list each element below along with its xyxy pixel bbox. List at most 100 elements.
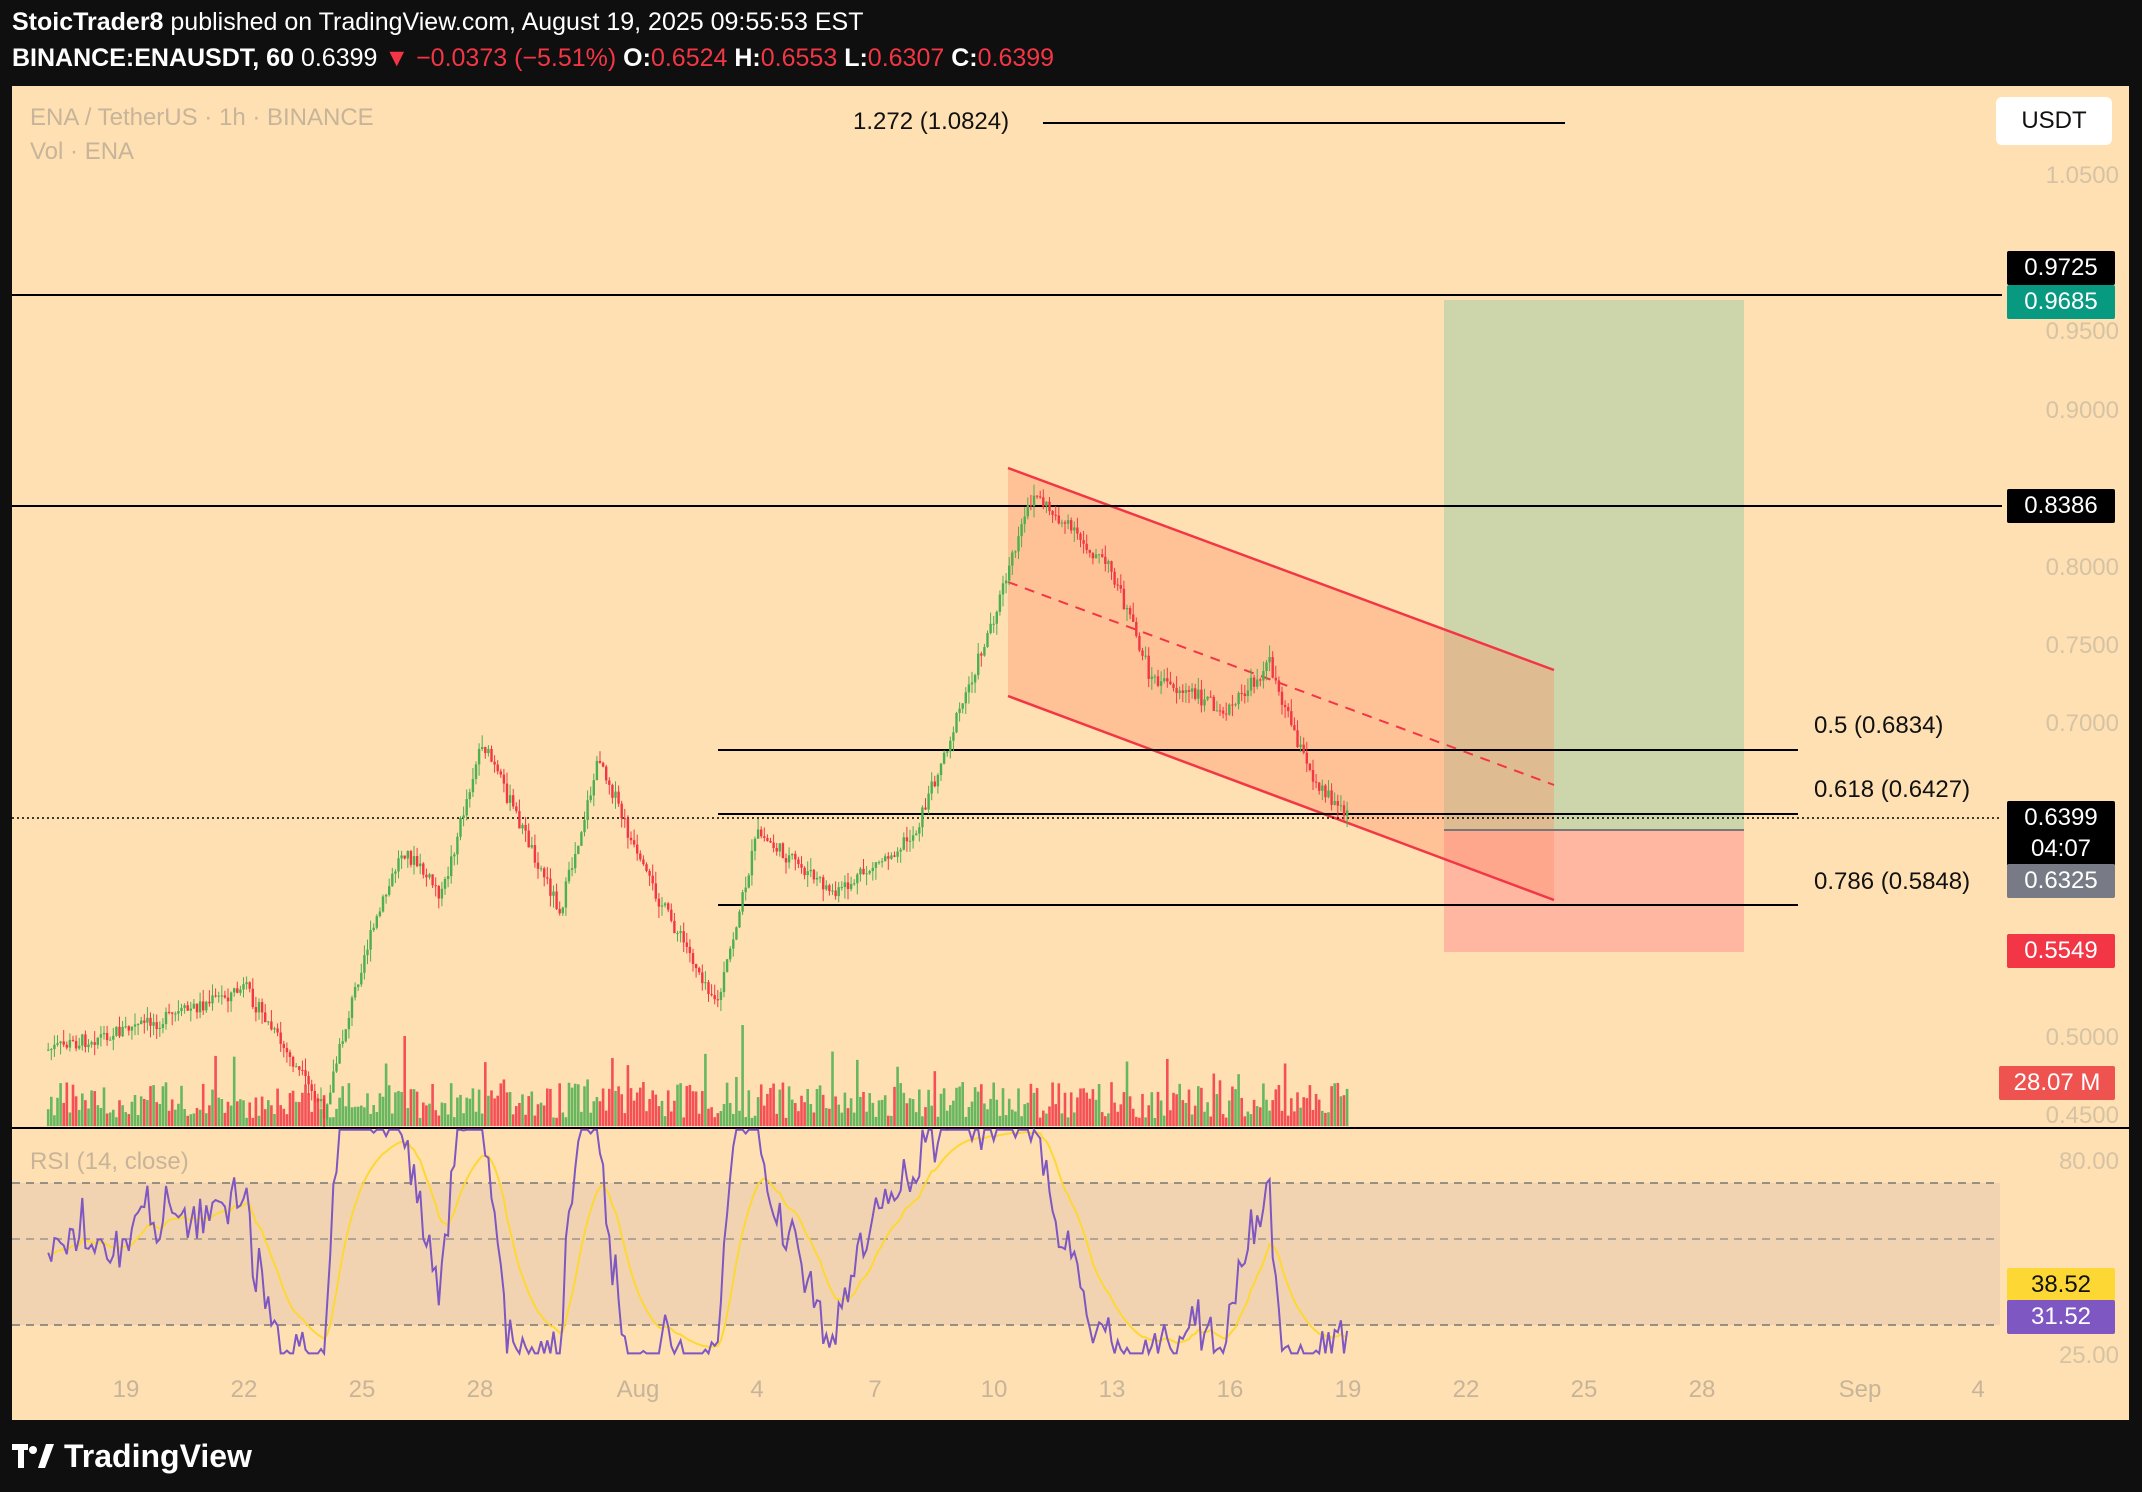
volume-bar xyxy=(530,1091,534,1126)
candle-body xyxy=(1218,710,1222,712)
candle-body xyxy=(360,972,363,985)
price-axis-label: 1.0500 xyxy=(2045,162,2119,189)
volume-bar xyxy=(1082,1088,1085,1126)
candle-body xyxy=(152,1022,155,1026)
candle-body xyxy=(595,760,599,781)
author-name[interactable]: StoicTrader8 xyxy=(12,8,164,36)
candle-body xyxy=(1221,710,1225,714)
volume-bar xyxy=(924,1107,927,1126)
volume-bar xyxy=(611,1058,614,1126)
volume-bar xyxy=(1243,1116,1247,1126)
volume-bar xyxy=(192,1113,196,1126)
chart-canvas[interactable] xyxy=(12,86,2129,1420)
volume-bar xyxy=(214,1055,217,1126)
volume-bar xyxy=(1147,1105,1150,1126)
volume-bar xyxy=(183,1108,186,1126)
candle-body xyxy=(112,1035,115,1040)
candle-body xyxy=(1339,805,1343,807)
volume-bar xyxy=(446,1114,450,1126)
candle-body xyxy=(608,780,611,785)
candle-body xyxy=(570,868,574,870)
volume-bar xyxy=(670,1111,673,1126)
volume-bar xyxy=(515,1106,518,1126)
volume-bar xyxy=(356,1106,360,1126)
candle-body xyxy=(986,633,989,648)
candle-body xyxy=(381,896,385,912)
volume-bar xyxy=(511,1114,515,1126)
volume-bar xyxy=(449,1083,453,1126)
tradingview-logo[interactable]: TradingView xyxy=(12,1436,252,1476)
candle-body xyxy=(787,855,791,863)
candle-body xyxy=(1318,782,1321,791)
candle-body xyxy=(543,868,546,878)
volume-bar xyxy=(400,1091,403,1126)
candle-body xyxy=(71,1039,75,1041)
candle-body xyxy=(149,1017,152,1026)
volume-bar xyxy=(1001,1088,1005,1126)
candle-body xyxy=(803,867,806,876)
candle-body xyxy=(90,1042,93,1045)
candle-body xyxy=(366,949,369,956)
volume-bar xyxy=(136,1115,140,1126)
volume-bar xyxy=(440,1102,444,1126)
volume-bar xyxy=(945,1110,949,1126)
volume-bar xyxy=(852,1112,856,1126)
candle-body xyxy=(335,1063,338,1072)
candle-body xyxy=(989,623,992,634)
candle-body xyxy=(329,1092,332,1105)
candle-body xyxy=(155,1022,158,1030)
candle-body xyxy=(459,817,462,837)
volume-bar xyxy=(1141,1093,1144,1126)
candle-body xyxy=(1101,554,1104,557)
volume-bar xyxy=(1324,1112,1327,1126)
candle-body xyxy=(171,1012,174,1014)
open-label: O: xyxy=(623,44,651,72)
low-label: L: xyxy=(844,44,868,72)
candle-body xyxy=(143,1020,146,1023)
currency-button[interactable]: USDT xyxy=(1996,97,2112,145)
volume-bar xyxy=(431,1083,434,1126)
candle-body xyxy=(812,869,816,880)
volume-bar xyxy=(1265,1099,1268,1126)
candle-body xyxy=(1259,679,1262,681)
candle-body xyxy=(220,995,223,997)
rsi-band xyxy=(12,1183,2000,1325)
volume-bar xyxy=(1159,1100,1163,1126)
volume-bar xyxy=(487,1095,490,1126)
volume-bar xyxy=(883,1095,887,1126)
rsi-legend[interactable]: RSI (14, close) xyxy=(30,1148,189,1175)
candle-body xyxy=(772,842,775,849)
volume-bar xyxy=(338,1097,341,1126)
candle-body xyxy=(1116,584,1119,586)
volume-bar xyxy=(1187,1089,1191,1126)
candle-body xyxy=(1082,540,1085,544)
volume-bar xyxy=(1178,1083,1181,1126)
candle-body xyxy=(815,877,819,880)
volume-bar xyxy=(437,1115,441,1126)
time-axis-label: 22 xyxy=(230,1376,258,1403)
volume-bar xyxy=(394,1092,397,1126)
volume-bar xyxy=(707,1108,710,1126)
price-axis-label: 0.9500 xyxy=(2045,318,2119,345)
volume-bar xyxy=(332,1117,335,1126)
entry-price-tag: 0.6325 xyxy=(2007,864,2115,898)
volume-bar xyxy=(1212,1073,1216,1126)
stop-zone xyxy=(1444,830,1744,952)
candle-body xyxy=(403,855,406,859)
candle-body xyxy=(1215,710,1219,712)
volume-legend[interactable]: Vol · ENA xyxy=(30,138,135,165)
volume-bar xyxy=(304,1084,307,1126)
candle-body xyxy=(856,874,859,884)
volume-bar xyxy=(608,1088,611,1126)
volume-bar xyxy=(208,1105,211,1126)
candle-body xyxy=(78,1045,81,1049)
chart-legend-title[interactable]: ENA / TetherUS · 1h · BINANCE xyxy=(30,104,374,131)
volume-bar xyxy=(201,1083,205,1126)
volume-bar xyxy=(288,1093,292,1126)
volume-bar xyxy=(874,1116,878,1126)
candle-body xyxy=(846,882,850,889)
chart-area[interactable]: ENA / TetherUS · 1h · BINANCE Vol · ENA … xyxy=(12,86,2129,1420)
candle-body xyxy=(279,1032,282,1044)
candle-body xyxy=(859,868,862,875)
candle-body xyxy=(1169,681,1172,685)
